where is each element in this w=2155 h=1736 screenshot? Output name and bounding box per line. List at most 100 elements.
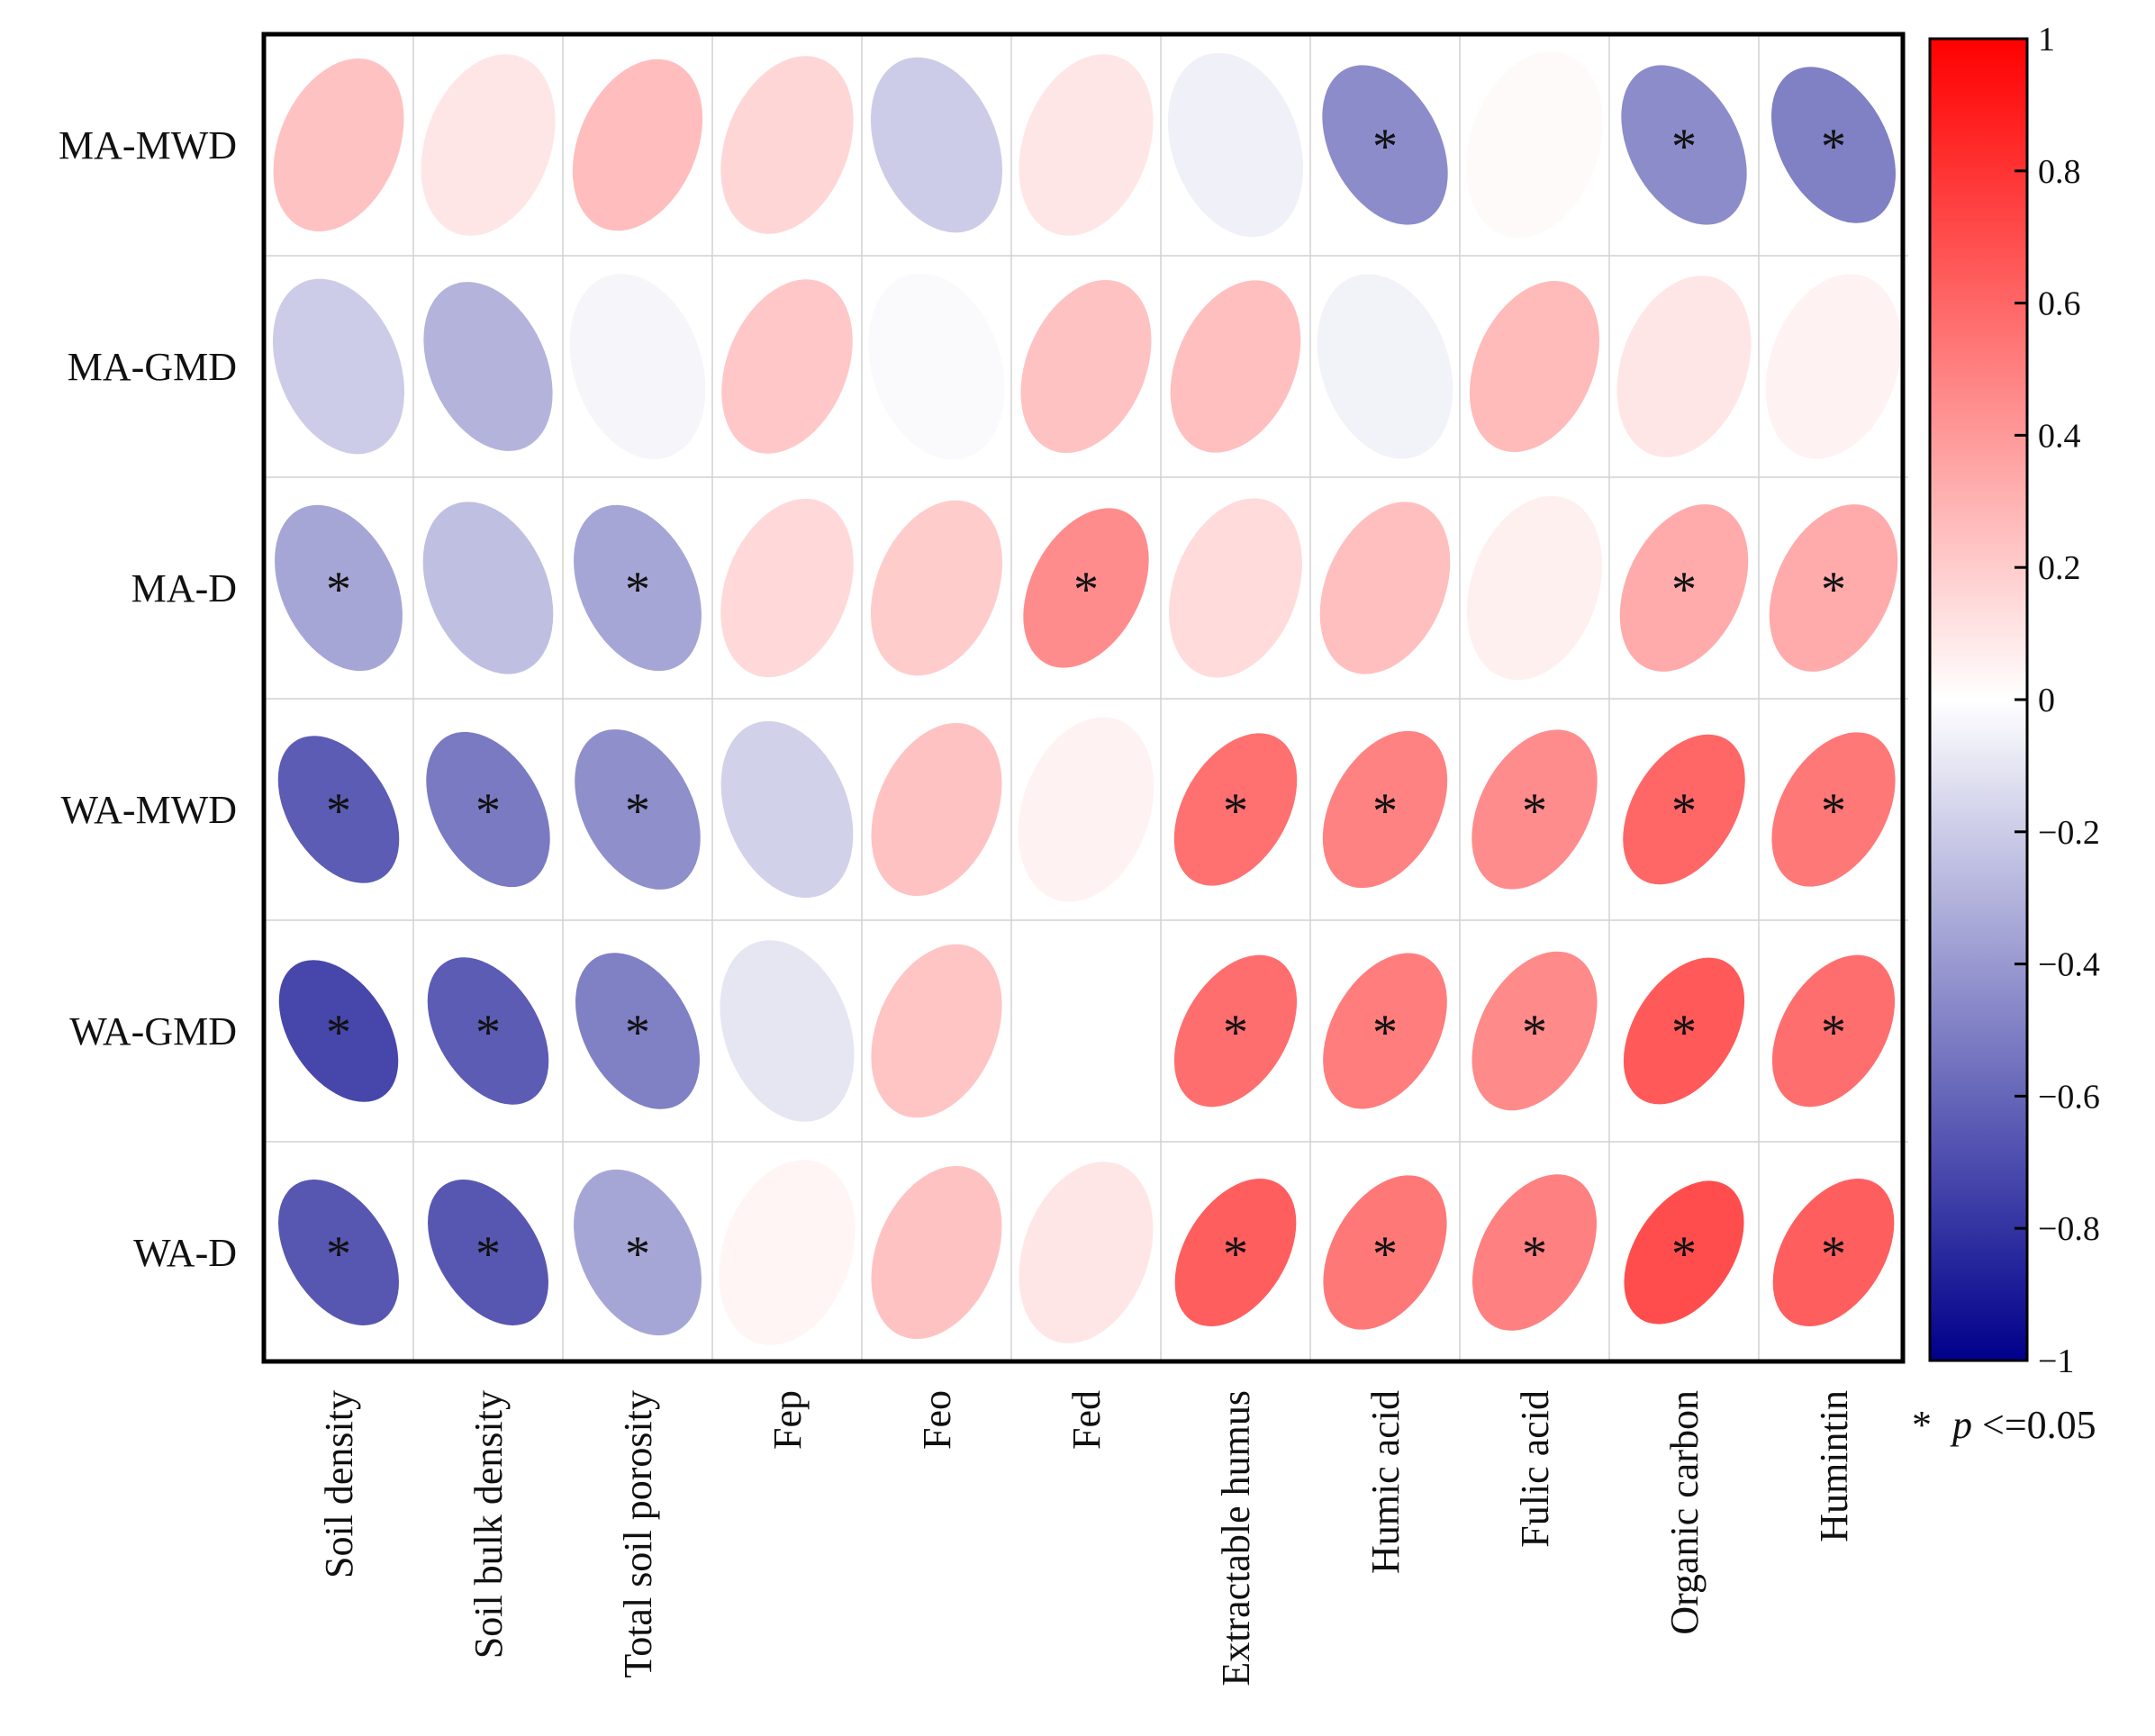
column-label: Humintin <box>1812 1390 1856 1542</box>
correlation-ellipse <box>1624 1180 1744 1325</box>
correlation-ellipse <box>277 736 400 883</box>
column-label: Soil bulk density <box>466 1390 511 1659</box>
column-label: Organic carbon <box>1662 1390 1707 1635</box>
correlation-ellipse <box>1323 953 1447 1109</box>
significance-star: * <box>1671 1005 1697 1061</box>
row-label: MA-MWD <box>59 123 237 167</box>
colorbar-tick-label: 0.4 <box>2038 417 2081 455</box>
correlation-ellipse <box>720 498 854 678</box>
row-label: WA-GMD <box>69 1009 237 1053</box>
colorbar-tick-label: 0.2 <box>2038 549 2081 587</box>
correlation-ellipse <box>426 731 550 888</box>
significance-symbol: p <box>1950 1403 1972 1447</box>
significance-star: * <box>1821 119 1846 175</box>
correlation-ellipse <box>1765 274 1902 459</box>
colorbar-tick-label: −1 <box>2038 1343 2074 1380</box>
row-label: MA-GMD <box>68 345 237 389</box>
correlation-ellipse <box>1017 936 1155 1126</box>
significance-star: * <box>1821 1005 1846 1061</box>
colorbar-tick-label: 0.6 <box>2038 285 2081 323</box>
correlation-ellipse <box>871 722 1002 897</box>
row-labels: MA-MWD MA-GMD MA-D WA-MWD WA-GMD WA-D <box>59 123 237 1275</box>
significance-marker: * <box>1912 1403 1932 1447</box>
correlation-ellipse <box>1018 717 1154 902</box>
correlation-ellipse <box>1322 65 1448 225</box>
significance-star: * <box>326 1226 351 1282</box>
correlation-ellipse <box>1466 495 1603 681</box>
correlation-ellipse <box>870 500 1003 676</box>
correlation-ellipse <box>278 960 399 1102</box>
correlation-ellipse <box>1023 508 1149 668</box>
significance-note: * p <=0.05 <box>1912 1403 2096 1447</box>
correlation-ellipse <box>721 279 853 454</box>
significance-star: * <box>1223 1226 1248 1282</box>
correlation-ellipse <box>1167 52 1304 238</box>
row-label: WA-D <box>133 1231 237 1275</box>
significance-threshold: <=0.05 <box>1982 1403 2096 1447</box>
plot-frame <box>261 32 1906 1364</box>
correlation-ellipse <box>1317 274 1453 459</box>
correlation-ellipse <box>1466 51 1603 239</box>
significance-star: * <box>326 1005 351 1061</box>
correlation-ellipse <box>1323 1175 1447 1330</box>
significance-star: * <box>1522 783 1547 839</box>
colorbar-tick-label: 1 <box>2038 21 2055 59</box>
significance-star: * <box>625 562 650 618</box>
correlation-ellipse <box>1772 1178 1895 1327</box>
correlation-ellipse <box>1771 67 1896 223</box>
correlation-ellipse <box>720 720 854 899</box>
correlation-ellipse <box>1619 504 1749 672</box>
significance-star: * <box>1372 1226 1398 1282</box>
column-label: Fep <box>765 1390 810 1450</box>
correlation-ellipse <box>275 504 403 672</box>
significance-star: * <box>1522 1226 1547 1282</box>
correlation-ellipse <box>1319 502 1451 674</box>
correlation-ellipse <box>574 504 702 672</box>
correlation-ellipse <box>1170 280 1301 453</box>
significance-star: * <box>1073 562 1099 618</box>
correlation-ellipse <box>720 56 854 234</box>
column-label: Total soil porosity <box>616 1390 660 1678</box>
significance-star: * <box>625 1005 650 1061</box>
significance-star: * <box>1821 783 1846 839</box>
correlation-ellipse <box>719 1160 856 1345</box>
correlation-ellipse <box>868 273 1005 460</box>
colorbar: 1 0.8 0.6 0.4 0.2 0 −0.2 −0.4 −0.6 −0.8 −1 <box>1928 21 2100 1380</box>
correlation-ellipse <box>1471 951 1598 1111</box>
correlation-ellipse <box>423 282 553 451</box>
column-label: Humic acid <box>1363 1390 1408 1574</box>
correlation-ellipse <box>1020 279 1152 454</box>
colorbar-tick-label: −0.6 <box>2038 1078 2100 1116</box>
significance-star: * <box>1821 562 1846 618</box>
correlation-ellipse <box>575 729 701 890</box>
significance-star: * <box>475 1226 501 1282</box>
correlation-ellipse <box>1472 1174 1597 1331</box>
correlation-ellipse <box>1173 733 1298 886</box>
column-label: Extractable humus <box>1214 1390 1258 1686</box>
correlation-ellipse <box>1169 498 1302 678</box>
column-labels: Soil density Soil bulk density Total soil … <box>317 1390 1856 1686</box>
correlation-ellipse <box>574 1169 702 1336</box>
significance-star: * <box>326 783 351 839</box>
significance-star: * <box>475 783 501 839</box>
cells: * * * * * * * * * * * * * * * * * * * * * * * * * * * * * * * * <box>272 51 1902 1345</box>
column-label: Fulic acid <box>1513 1390 1557 1548</box>
significance-star: * <box>1522 1005 1547 1061</box>
correlation-ellipse <box>278 1180 399 1325</box>
colorbar-ticks: 1 0.8 0.6 0.4 0.2 0 −0.2 −0.4 −0.6 −0.8 −1 <box>2015 21 2100 1380</box>
colorbar-gradient <box>1928 37 2029 1362</box>
significance-star: * <box>625 783 650 839</box>
row-label: MA-D <box>131 566 237 610</box>
correlation-ellipse <box>871 1165 1002 1340</box>
significance-star: * <box>475 1005 501 1061</box>
significance-star: * <box>1821 1226 1846 1282</box>
correlation-ellipse <box>1769 504 1898 672</box>
correlation-ellipse <box>1019 54 1154 236</box>
row-label: WA-MWD <box>60 788 237 832</box>
correlation-ellipse <box>1322 730 1448 889</box>
correlation-ellipse <box>1471 729 1598 890</box>
correlation-ellipse <box>1771 732 1896 887</box>
correlation-ellipse <box>422 502 554 674</box>
significance-star: * <box>1223 783 1248 839</box>
